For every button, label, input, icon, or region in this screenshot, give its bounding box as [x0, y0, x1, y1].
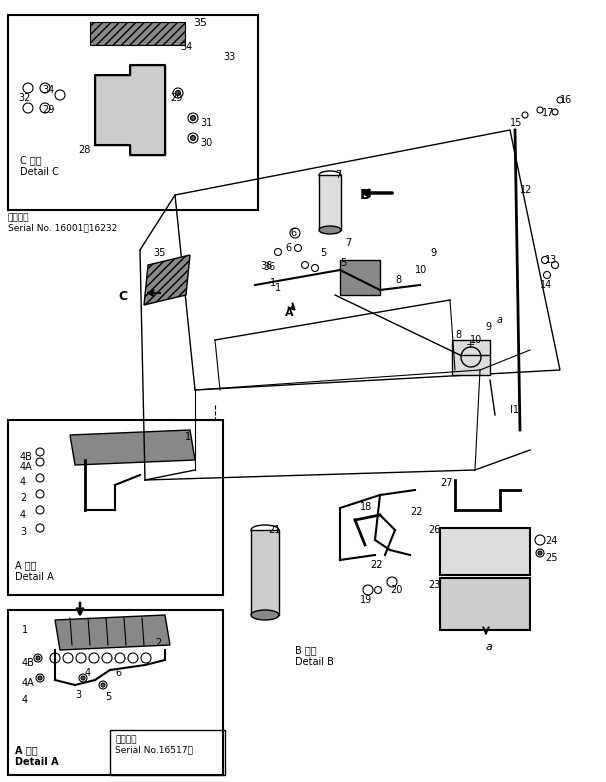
Text: 21: 21: [268, 525, 281, 535]
Text: 17: 17: [542, 108, 554, 118]
Text: 適用番号
Serial No.16517～: 適用番号 Serial No.16517～: [115, 735, 193, 755]
Bar: [8, 15, 258, 210]
Polygon shape: [251, 530, 279, 615]
Text: 3: 3: [20, 527, 26, 537]
Text: 19: 19: [360, 595, 372, 605]
Text: 4B: 4B: [20, 452, 33, 462]
Text: 32: 32: [18, 93, 30, 103]
Circle shape: [190, 135, 196, 141]
Text: 7: 7: [335, 170, 341, 180]
Polygon shape: [70, 430, 195, 465]
Text: A: A: [285, 308, 294, 318]
Text: 5: 5: [320, 248, 326, 258]
Text: 4: 4: [85, 668, 91, 678]
Text: 35: 35: [193, 18, 207, 28]
Text: 8: 8: [455, 330, 461, 340]
Text: A 詳細
Detail A: A 詳細 Detail A: [15, 560, 54, 582]
Text: a: a: [486, 642, 493, 652]
Text: 5: 5: [340, 258, 346, 268]
Text: 4: 4: [20, 477, 26, 487]
Polygon shape: [144, 255, 190, 305]
Text: C: C: [118, 290, 127, 303]
Polygon shape: [452, 340, 490, 375]
Text: 15: 15: [510, 118, 522, 128]
Text: 36: 36: [263, 262, 275, 272]
Text: 8: 8: [395, 275, 401, 285]
Text: 33: 33: [223, 52, 235, 62]
Text: 7: 7: [345, 238, 351, 248]
Text: 9: 9: [430, 248, 436, 258]
Text: 5: 5: [105, 692, 112, 702]
Text: 26: 26: [428, 525, 441, 535]
Polygon shape: [440, 528, 530, 575]
Text: 23: 23: [428, 580, 441, 590]
Circle shape: [176, 91, 181, 95]
Text: I1: I1: [510, 405, 519, 415]
Text: 4B: 4B: [22, 658, 35, 668]
Text: 34: 34: [42, 85, 55, 95]
Text: 4: 4: [20, 510, 26, 520]
Text: 13: 13: [545, 255, 558, 265]
Circle shape: [190, 116, 196, 120]
Bar: [110, 730, 225, 775]
Circle shape: [81, 676, 85, 680]
Circle shape: [101, 683, 105, 687]
Polygon shape: [90, 22, 185, 45]
Text: 2: 2: [155, 638, 161, 648]
Polygon shape: [340, 260, 380, 295]
Bar: [8, 610, 223, 775]
Text: 1: 1: [185, 432, 191, 442]
Text: 3: 3: [75, 690, 81, 700]
Text: 2: 2: [20, 493, 26, 503]
Text: 30: 30: [200, 138, 212, 148]
Bar: [8, 420, 223, 595]
Polygon shape: [55, 615, 170, 650]
Text: 6: 6: [115, 668, 121, 678]
Text: 18: 18: [360, 502, 372, 512]
Text: 31: 31: [200, 118, 212, 128]
Polygon shape: [440, 578, 530, 630]
Text: 35: 35: [153, 248, 165, 258]
Text: 14: 14: [540, 280, 552, 290]
Text: 28: 28: [78, 145, 90, 155]
Text: 27: 27: [440, 478, 453, 488]
Text: 適用番号
Serial No. 16001～16232: 適用番号 Serial No. 16001～16232: [8, 213, 117, 232]
Text: 22: 22: [370, 560, 382, 570]
Ellipse shape: [319, 226, 341, 234]
Text: C 詳細
Detail C: C 詳細 Detail C: [20, 155, 59, 177]
Text: 1: 1: [22, 625, 28, 635]
Text: 6: 6: [285, 243, 291, 253]
Text: 4A: 4A: [20, 462, 33, 472]
Text: a: a: [497, 315, 503, 325]
Text: 22: 22: [410, 507, 422, 517]
Text: 6: 6: [290, 228, 296, 238]
Text: +: +: [465, 340, 474, 350]
Text: 20: 20: [390, 585, 402, 595]
Text: 25: 25: [545, 553, 558, 563]
Text: 29: 29: [170, 93, 182, 103]
Text: 1: 1: [275, 283, 281, 293]
Text: 9: 9: [485, 322, 491, 332]
Text: 4A: 4A: [22, 678, 35, 688]
Text: B: B: [360, 188, 371, 202]
Text: A 詳細
Detail A: A 詳細 Detail A: [15, 745, 59, 766]
Text: 1: 1: [270, 278, 276, 288]
Text: 36: 36: [260, 261, 272, 271]
Circle shape: [38, 676, 42, 680]
Ellipse shape: [251, 610, 279, 620]
Text: 12: 12: [520, 185, 533, 195]
Text: 16: 16: [560, 95, 572, 105]
Text: B 詳細
Detail B: B 詳細 Detail B: [295, 645, 334, 666]
Circle shape: [538, 551, 542, 555]
Text: 24: 24: [545, 536, 558, 546]
Text: 10: 10: [470, 335, 482, 345]
Text: 34: 34: [180, 42, 192, 52]
Circle shape: [36, 656, 40, 660]
Polygon shape: [319, 175, 341, 230]
Text: 10: 10: [415, 265, 427, 275]
Text: 29: 29: [42, 105, 55, 115]
Text: 4: 4: [22, 695, 28, 705]
Polygon shape: [95, 65, 165, 155]
